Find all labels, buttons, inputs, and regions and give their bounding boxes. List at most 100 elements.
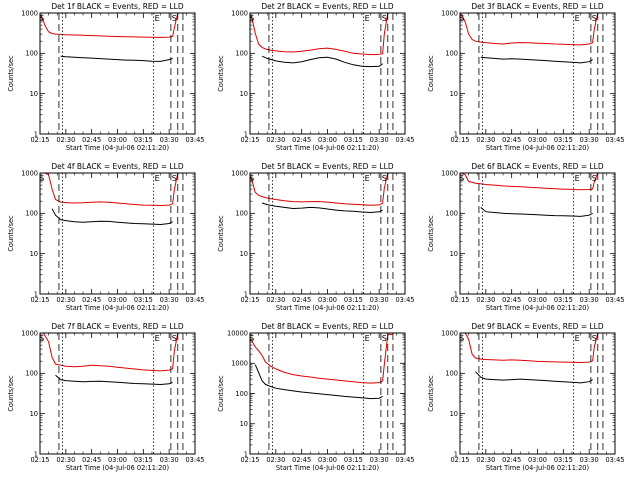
chart-title: Det 2f BLACK = Events, RED = LLD [261,2,394,11]
y-tick-label: 1000 [231,360,248,368]
time-marker-label: E [365,174,370,183]
time-marker-label: S [249,334,254,343]
y-tick-label: 10 [30,90,38,98]
y-tick-label: 100 [235,390,248,398]
chart-title: Det 4f BLACK = Events, RED = LLD [51,162,184,171]
x-tick-label: 03:15 [554,456,573,464]
plot-frame [249,332,406,455]
time-marker-label: E [365,334,370,343]
x-tick-label: 02:45 [292,296,311,304]
series-group [250,13,393,68]
plot-frame [459,332,616,455]
x-tick-label: 02:15 [240,136,259,144]
x-tick-label: 03:45 [185,456,204,464]
plot-frame [249,172,406,295]
series-line-events [254,364,383,400]
x-axis-label: Start Time (04-Jul-06 02:11:20) [66,304,169,312]
time-marker-label: E [155,14,160,23]
series-line-events [480,56,593,64]
chart-panel-5: Det 5f BLACK = Events, RED = LLD S E S 1 10 10… [217,162,415,312]
series-group [40,13,183,62]
y-tick-label: 1000 [231,9,248,17]
chart-title: Det 8f BLACK = Events, RED = LLD [261,322,394,331]
x-tick-label: 02:45 [82,136,101,144]
y-tick-label: 1000 [231,169,248,177]
series-line-events [55,374,173,386]
x-tick-label: 03:00 [318,296,337,304]
x-tick-label: 03:30 [370,136,389,144]
x-tick-label: 03:30 [160,136,179,144]
time-marker-label: E [155,334,160,343]
series-group [40,333,183,386]
x-tick-label: 03:45 [185,296,204,304]
y-tick-label: 1000 [441,9,458,17]
series-line-lld [250,13,393,56]
series-group [250,173,393,214]
time-marker-label: S [39,174,44,183]
x-tick-label: 03:45 [605,456,624,464]
x-tick-label: 03:00 [108,456,127,464]
x-axis-label: Start Time (04-Jul-06 02:11:20) [486,144,589,152]
x-tick-label: 02:30 [476,456,495,464]
y-axis-label: Counts/sec [7,215,15,252]
x-tick-label: 03:00 [528,136,547,144]
chart-panel-2: Det 2f BLACK = Events, RED = LLD S E S 1 10 10… [217,2,415,152]
x-tick-label: 03:00 [108,296,127,304]
y-tick-label: 1 [244,290,248,298]
x-tick-label: 02:15 [240,456,259,464]
chart-title: Det 9f BLACK = Events, RED = LLD [471,322,604,331]
x-tick-label: 02:45 [502,136,521,144]
x-tick-label: 02:30 [266,456,285,464]
time-marker-label: S [592,14,597,23]
series-line-lld [460,333,603,364]
x-tick-label: 03:00 [318,456,337,464]
chart-panel-4: Det 4f BLACK = Events, RED = LLD S E S 1 10 10… [7,162,205,312]
y-tick-label: 100 [445,210,458,218]
chart-panel-6: Det 6f BLACK = Events, RED = LLD S E S 1 10 10… [427,162,625,312]
x-tick-label: 03:15 [344,296,363,304]
chart-title: Det 6f BLACK = Events, RED = LLD [471,162,604,171]
y-tick-label: 10 [30,250,38,258]
x-tick-label: 02:15 [30,136,49,144]
series-line-events [60,55,173,62]
time-marker-label: E [575,14,580,23]
y-axis-label: Counts/sec [217,215,225,252]
y-tick-label: 1 [454,130,458,138]
chart-title: Det 1f BLACK = Events, RED = LLD [51,2,184,11]
time-marker-label: E [575,334,580,343]
time-marker-label: E [575,174,580,183]
chart-title: Det 7f BLACK = Events, RED = LLD [51,322,184,331]
x-tick-label: 02:45 [502,456,521,464]
y-tick-label: 1000 [441,329,458,337]
x-tick-label: 02:15 [450,456,469,464]
y-tick-label: 100 [235,50,248,58]
time-marker-label: S [382,14,387,23]
series-line-lld [460,173,603,191]
series-line-lld [250,173,393,206]
time-marker-label: S [172,334,177,343]
x-tick-label: 02:15 [30,456,49,464]
time-marker-label: E [155,174,160,183]
chart-panel-9: Det 9f BLACK = Events, RED = LLD S E S 1 10 10… [427,322,625,472]
x-tick-label: 03:30 [160,296,179,304]
y-axis-label: Counts/sec [217,375,225,412]
series-line-events [261,55,383,68]
x-tick-label: 03:00 [528,296,547,304]
x-tick-label: 03:30 [370,456,389,464]
y-axis-label: Counts/sec [427,55,435,92]
x-tick-label: 03:00 [108,136,127,144]
y-tick-label: 1 [244,450,248,458]
x-tick-label: 02:30 [56,296,75,304]
time-marker-label: S [172,174,177,183]
time-marker-label: S [592,334,597,343]
time-marker-label: S [249,174,254,183]
y-tick-label: 1 [34,450,38,458]
series-line-events [51,208,173,226]
series-group [460,173,603,217]
y-tick-label: 1000 [21,169,38,177]
x-tick-label: 03:30 [160,456,179,464]
x-axis-label: Start Time (04-Jul-06 02:11:20) [486,304,589,312]
time-marker-label: S [172,14,177,23]
series-group [460,13,603,64]
x-axis-label: Start Time (04-Jul-06 02:11:20) [276,304,379,312]
